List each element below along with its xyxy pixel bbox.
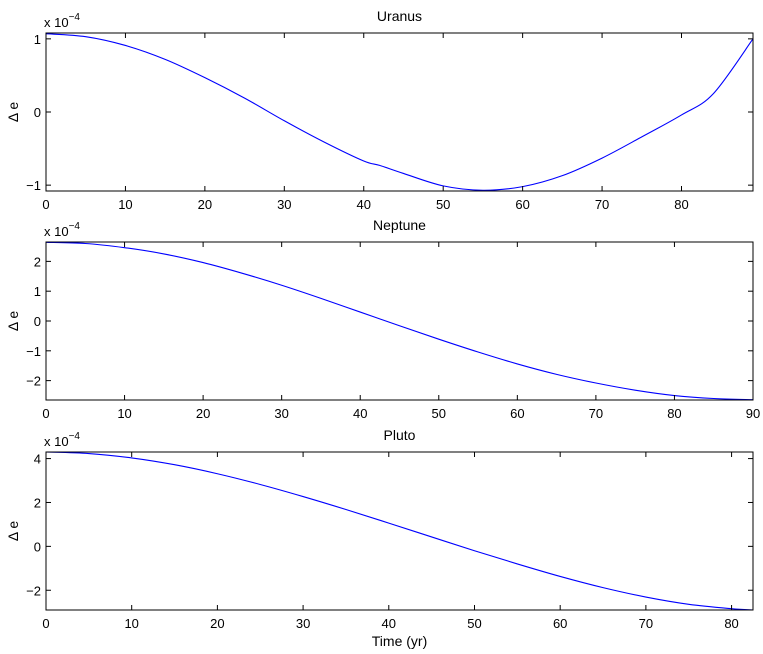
y-tick-label: −1 bbox=[26, 344, 41, 359]
y-tick-label: 4 bbox=[34, 452, 41, 467]
x-tick-label: 80 bbox=[674, 197, 688, 212]
x-tick-label: 30 bbox=[296, 616, 310, 631]
x-tick-label: 90 bbox=[746, 406, 760, 421]
exponent-power: −4 bbox=[69, 221, 81, 232]
subplot-title: Neptune bbox=[373, 217, 426, 233]
x-tick-label: 40 bbox=[382, 616, 396, 631]
x-tick-label: 70 bbox=[589, 406, 603, 421]
series-line bbox=[46, 33, 753, 191]
x-tick-label: 20 bbox=[198, 197, 212, 212]
x-tick-label: 60 bbox=[553, 616, 567, 631]
series-line bbox=[46, 452, 753, 610]
axes-frame bbox=[45, 241, 754, 401]
exponent-label: x 10−4 bbox=[44, 221, 80, 239]
x-tick-label: 80 bbox=[667, 406, 681, 421]
x-tick-label: 50 bbox=[436, 197, 450, 212]
y-tick-label: −2 bbox=[26, 583, 41, 598]
x-tick-label: 0 bbox=[42, 616, 49, 631]
x-tick-label: 20 bbox=[196, 406, 210, 421]
y-tick-label: 0 bbox=[34, 314, 41, 329]
x-tick-label: 80 bbox=[724, 616, 738, 631]
axes-frame bbox=[45, 451, 754, 611]
x-tick-label: 10 bbox=[124, 616, 138, 631]
subplot-2: Neptune x 10−4 0 10 20 30 40 50 60 70 80 90 −2 −1 0 1 2 Δ… bbox=[5, 217, 760, 421]
x-tick-label: 20 bbox=[210, 616, 224, 631]
x-tick-label: 40 bbox=[357, 197, 371, 212]
x-tick-label: 40 bbox=[353, 406, 367, 421]
y-tick-label: −1 bbox=[26, 178, 41, 193]
x-tick-label: 30 bbox=[274, 406, 288, 421]
exponent-power: −4 bbox=[69, 12, 81, 23]
x-tick-label: 10 bbox=[118, 197, 132, 212]
subplot-3: Pluto x 10−4 0 10 20 30 40 50 60 70 80 −2 0 2 4 Δ e Time… bbox=[5, 427, 754, 649]
series-line bbox=[46, 242, 753, 400]
x-tick-label: 50 bbox=[467, 616, 481, 631]
y-tick-label: 0 bbox=[34, 539, 41, 554]
exponent-label: x 10−4 bbox=[44, 12, 80, 30]
y-tick-label: 0 bbox=[34, 105, 41, 120]
x-tick-label: 10 bbox=[117, 406, 131, 421]
x-tick-label: 60 bbox=[515, 197, 529, 212]
subplot-title: Pluto bbox=[384, 427, 416, 443]
x-tick-label: 70 bbox=[639, 616, 653, 631]
y-tick-label: 2 bbox=[34, 254, 41, 269]
exponent-label: x 10−4 bbox=[44, 431, 80, 449]
x-axis-label: Time (yr) bbox=[372, 633, 427, 649]
x-tick-label: 60 bbox=[510, 406, 524, 421]
y-axis-label: Δ e bbox=[5, 102, 21, 122]
exponent-power: −4 bbox=[69, 431, 81, 442]
y-tick-label: −2 bbox=[26, 374, 41, 389]
x-tick-label: 70 bbox=[595, 197, 609, 212]
y-axis-label: Δ e bbox=[5, 311, 21, 331]
x-tick-label: 0 bbox=[42, 406, 49, 421]
y-tick-label: 1 bbox=[34, 284, 41, 299]
x-tick-label: 50 bbox=[432, 406, 446, 421]
subplot-title: Uranus bbox=[377, 8, 422, 24]
x-tick-label: 0 bbox=[42, 197, 49, 212]
axes-frame bbox=[45, 32, 754, 192]
y-axis-label: Δ e bbox=[5, 521, 21, 541]
x-tick-label: 30 bbox=[277, 197, 291, 212]
y-tick-label: 2 bbox=[34, 495, 41, 510]
y-tick-label: 1 bbox=[34, 32, 41, 47]
